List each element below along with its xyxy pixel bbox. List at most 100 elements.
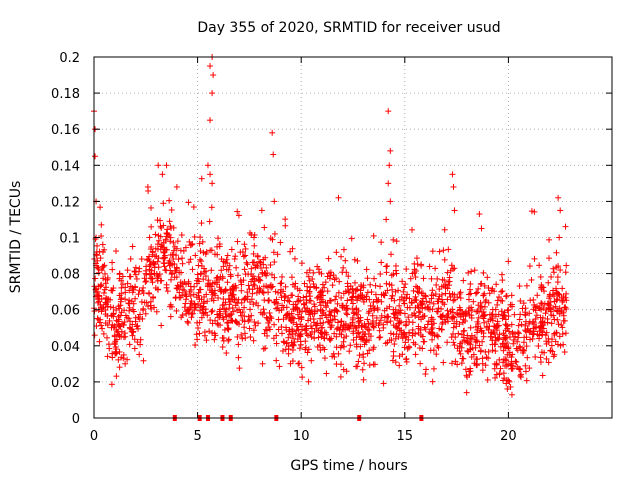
data-point (396, 302, 403, 309)
data-point (226, 262, 233, 269)
data-point (548, 320, 555, 327)
data-point (451, 342, 458, 349)
data-point (97, 316, 104, 323)
data-point (552, 303, 559, 310)
data-point (482, 362, 489, 369)
data-point (353, 334, 360, 341)
data-point (319, 312, 326, 319)
data-point (307, 284, 314, 291)
data-point (250, 337, 257, 344)
data-point (466, 340, 473, 347)
data-point (382, 340, 389, 347)
outlier-point (387, 147, 394, 154)
data-point (301, 301, 308, 308)
data-point (482, 298, 489, 305)
x-tick-label: 5 (193, 429, 201, 444)
data-point (200, 309, 207, 316)
data-point (489, 329, 496, 336)
data-point (321, 284, 328, 291)
data-point (273, 357, 280, 364)
data-point (139, 287, 146, 294)
data-point (331, 353, 338, 360)
data-point (394, 315, 401, 322)
data-point (253, 262, 260, 269)
data-point (204, 312, 211, 319)
data-point (277, 280, 284, 287)
data-point (319, 324, 326, 331)
data-point (131, 268, 138, 275)
data-point (477, 304, 484, 311)
data-point (467, 368, 474, 375)
data-point (193, 331, 200, 338)
data-point (409, 226, 416, 233)
data-point (99, 248, 106, 255)
data-point (354, 297, 361, 304)
data-point (126, 307, 133, 314)
data-point (358, 336, 365, 343)
data-point (509, 329, 516, 336)
data-point (526, 263, 533, 270)
data-point (238, 287, 245, 294)
y-tick-label: 0.12 (51, 195, 80, 210)
data-point (94, 288, 101, 295)
data-point (517, 372, 524, 379)
data-point (94, 242, 101, 249)
data-point (360, 376, 367, 383)
data-point (208, 267, 215, 274)
data-point (212, 292, 219, 299)
data-point (350, 300, 357, 307)
data-point (527, 336, 534, 343)
data-point (477, 281, 484, 288)
data-point (481, 319, 488, 326)
data-point (370, 344, 377, 351)
data-point (214, 274, 221, 281)
data-point (206, 287, 213, 294)
data-point (249, 286, 256, 293)
data-point (353, 343, 360, 350)
data-point (208, 204, 215, 211)
data-point (154, 241, 161, 248)
data-point (401, 300, 408, 307)
data-point (152, 245, 159, 252)
data-point (522, 368, 529, 375)
data-point (381, 307, 388, 314)
data-point (165, 259, 172, 266)
data-point (440, 359, 447, 366)
data-point (558, 294, 565, 301)
data-point (458, 360, 465, 367)
data-point (505, 361, 512, 368)
data-point (286, 315, 293, 322)
data-point (359, 366, 366, 373)
data-point (124, 356, 131, 363)
data-point (508, 391, 515, 398)
outlier-point (210, 72, 217, 79)
data-point (148, 223, 155, 230)
data-point (516, 343, 523, 350)
data-point (537, 359, 544, 366)
data-point (228, 292, 235, 299)
data-point (470, 298, 477, 305)
data-point (234, 333, 241, 340)
data-point (498, 308, 505, 315)
data-point (563, 262, 570, 269)
data-point (200, 300, 207, 307)
data-point (349, 314, 356, 321)
data-point (349, 293, 356, 300)
data-point (556, 310, 563, 317)
data-point (215, 235, 222, 242)
data-point (387, 330, 394, 337)
data-point (224, 252, 231, 259)
data-point (467, 335, 474, 342)
data-point (327, 312, 334, 319)
data-point (539, 372, 546, 379)
data-point (290, 306, 297, 313)
data-point (251, 275, 258, 282)
data-point (239, 309, 246, 316)
data-point (473, 356, 480, 363)
data-point (417, 360, 424, 367)
data-point (97, 204, 104, 211)
data-point (120, 321, 127, 328)
data-point (468, 304, 475, 311)
data-point (278, 330, 285, 337)
data-point (510, 340, 517, 347)
